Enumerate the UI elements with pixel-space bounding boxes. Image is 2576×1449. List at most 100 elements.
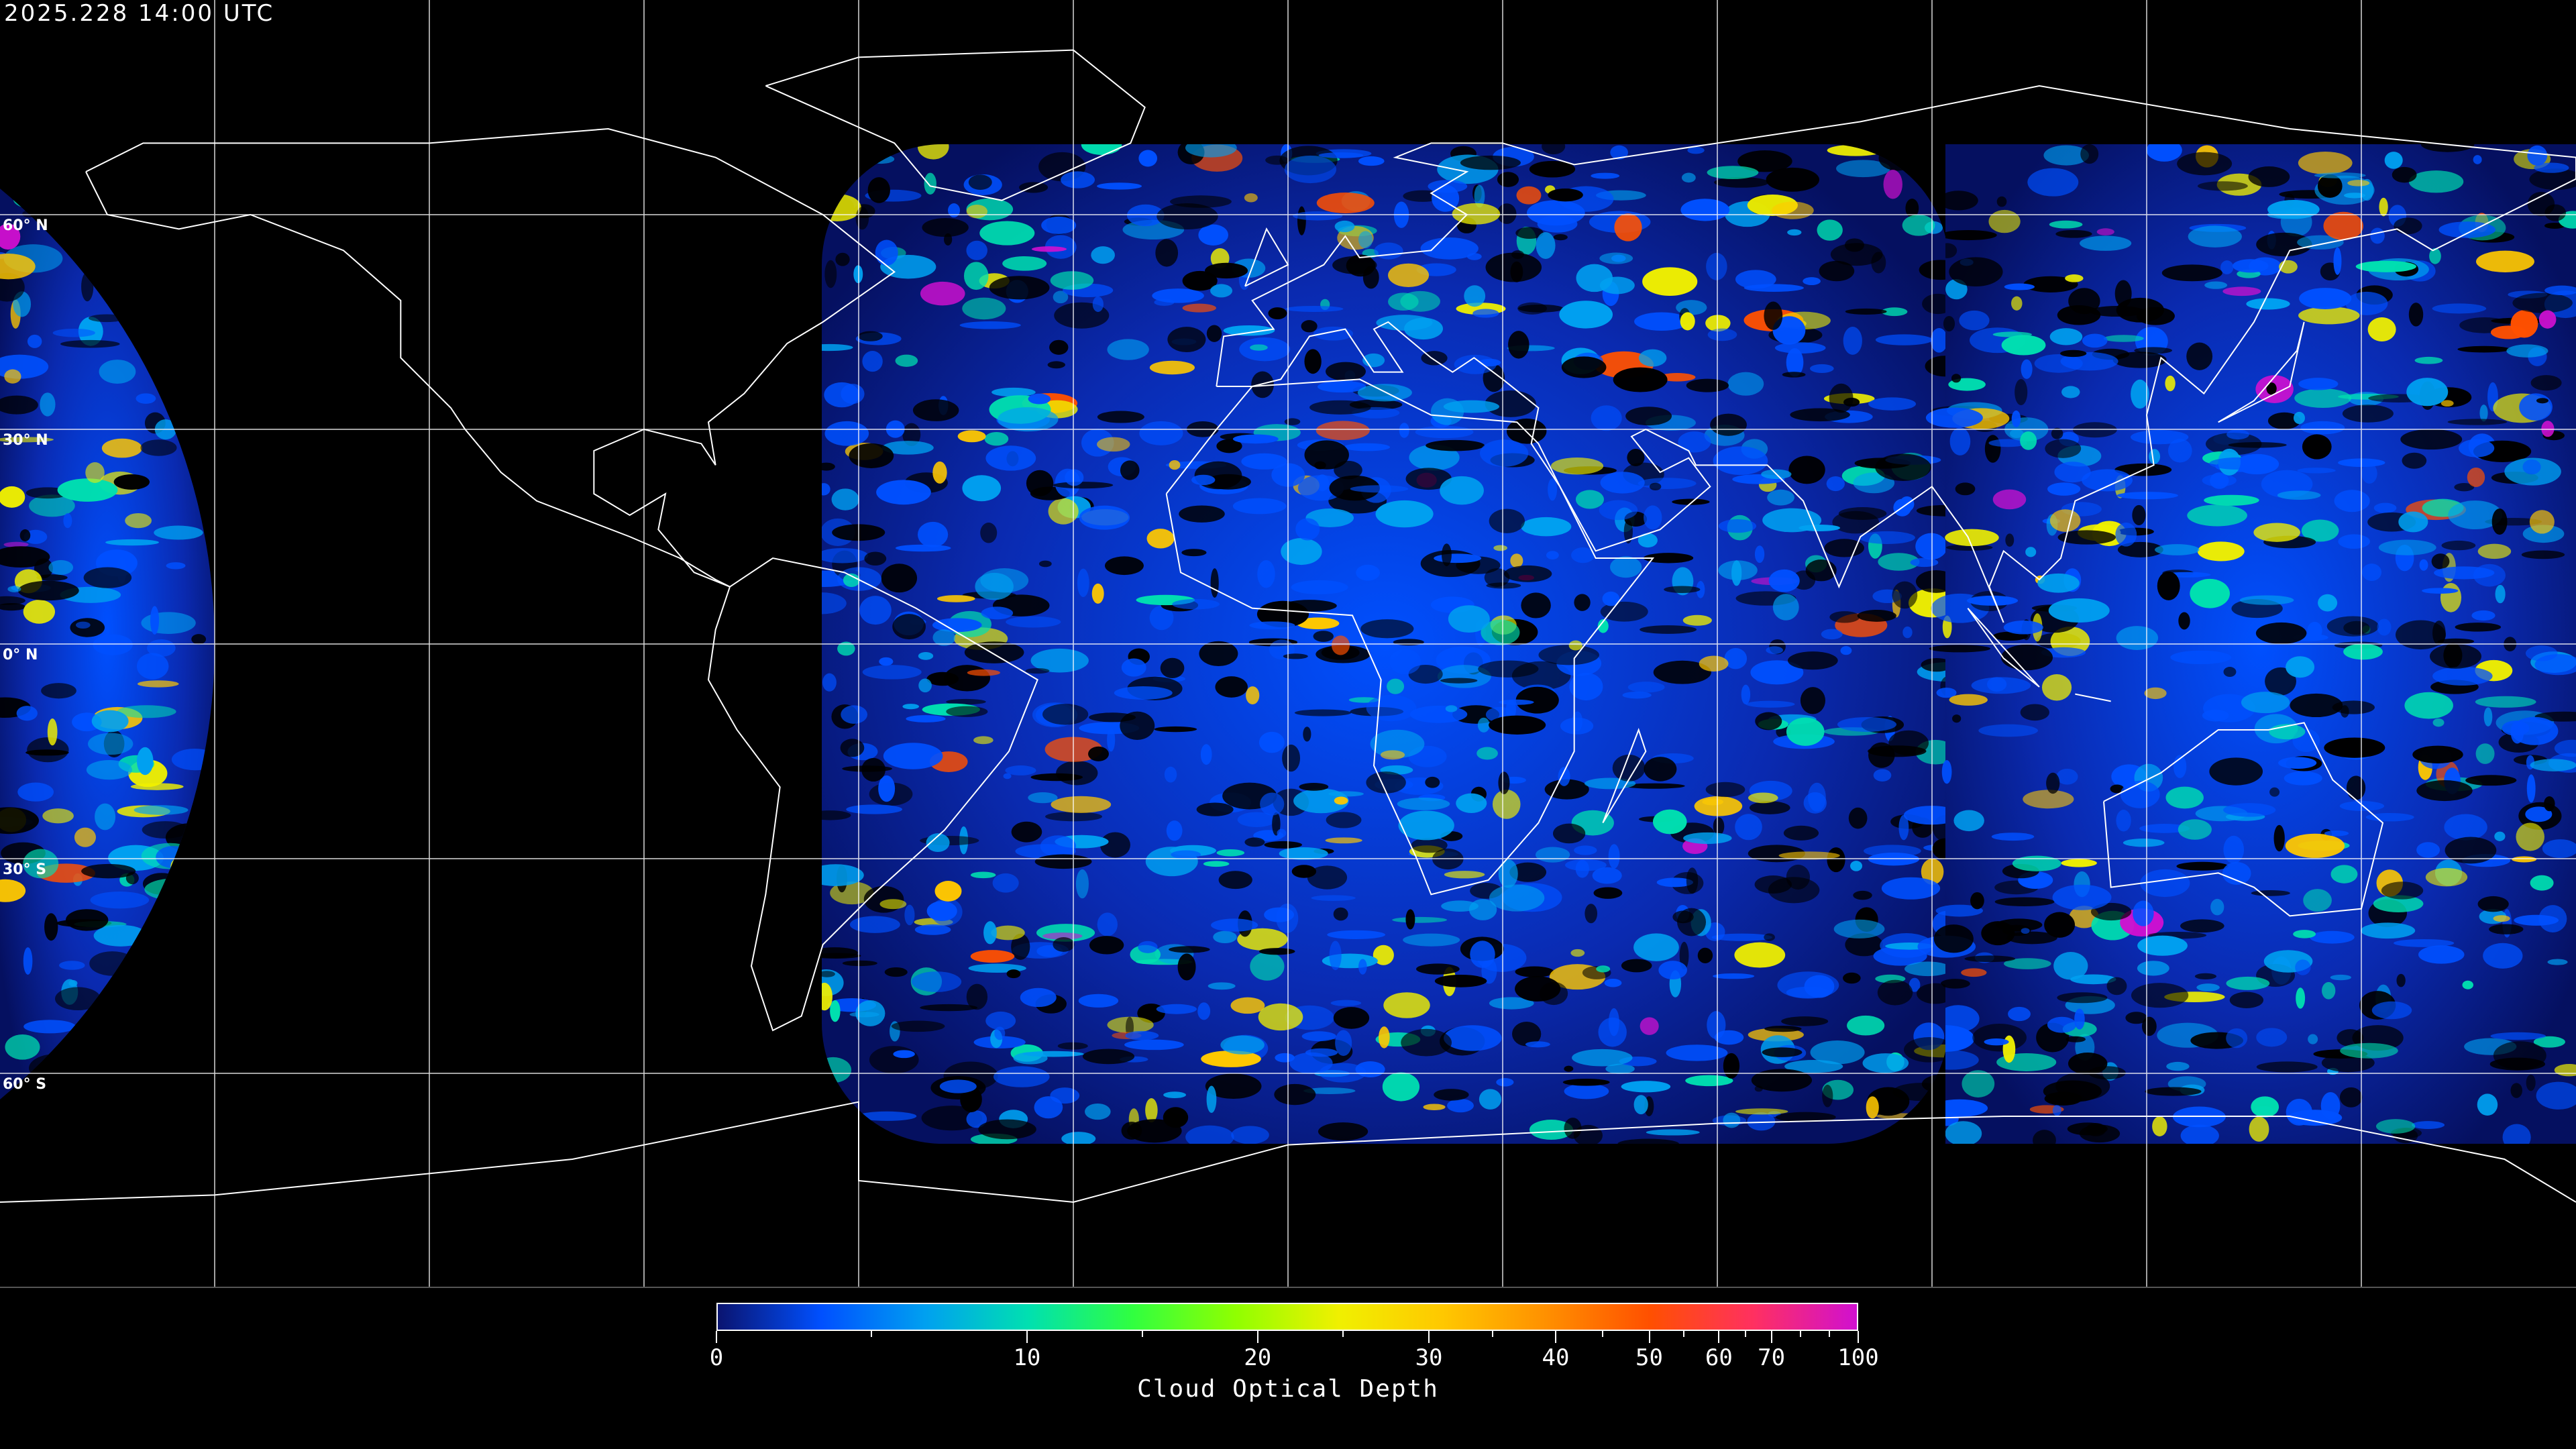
cloud-patch [1405, 468, 1452, 490]
cloud-patch [1638, 533, 1658, 548]
cloud-patch [138, 131, 175, 138]
cloud-patch [23, 849, 59, 879]
coastline [765, 49, 1146, 201]
cloud-patch [1845, 933, 1883, 957]
cloud-patch [34, 140, 54, 147]
cloud-patch [2284, 771, 2322, 786]
cloud-patch [0, 486, 25, 508]
cloud-patch [1694, 796, 1743, 816]
cloud-patch [29, 494, 75, 517]
coverage-region [822, 144, 1949, 1144]
cloud-patch [1718, 519, 1757, 533]
cloud-patch [1847, 1015, 1885, 1036]
cloud-patch [1392, 916, 1448, 923]
cloud-patch [2479, 405, 2488, 422]
cloud-patch [2023, 276, 2078, 292]
cloud-patch [2394, 217, 2422, 235]
cloud-patch [1486, 582, 1521, 589]
cloud-patch [2222, 861, 2251, 885]
cloud-patch [2139, 824, 2190, 833]
cloud-patch [2297, 468, 2336, 474]
cloud-patch [918, 652, 934, 660]
cloud-patch [17, 580, 79, 601]
cloud-patch [824, 260, 837, 288]
colorbar-minor-tick [1744, 1331, 1746, 1337]
cloud-patch [1526, 200, 1585, 226]
cloud-patch [1727, 372, 1764, 396]
cloud-patch [1434, 553, 1482, 564]
cloud-patch [1572, 1049, 1633, 1067]
cloud-patch [2239, 595, 2294, 605]
cloud-patch [1241, 453, 1287, 470]
cloud-patch [1297, 206, 1306, 235]
cloud-patch [1274, 1083, 1316, 1106]
cloud-patch [1097, 182, 1142, 190]
cloud-patch [2493, 915, 2510, 922]
cloud-patch [81, 863, 136, 879]
cloud-patch [1764, 933, 1775, 941]
cloud-patch [1705, 782, 1746, 798]
cloud-patch [2341, 705, 2349, 718]
cloud-patch [1735, 814, 1762, 841]
cloud-patch [822, 172, 846, 187]
cloud-patch [1538, 645, 1599, 665]
cloud-patch [1041, 216, 1077, 234]
cloud-patch [1803, 277, 1821, 286]
cloud-patch [1875, 334, 1933, 345]
cloud-patch [2049, 220, 2083, 229]
cloud-patch [822, 982, 833, 1011]
cloud-patch [1167, 327, 1206, 353]
cloud-patch [2161, 264, 2222, 282]
cloud-patch [2053, 952, 2088, 980]
cloud-patch [2529, 168, 2576, 191]
cloud-patch [2544, 204, 2567, 221]
cloud-patch [1079, 505, 1130, 530]
cloud-patch [1553, 234, 1568, 241]
cloud-patch [2533, 1036, 2565, 1048]
cloud-patch [156, 1039, 214, 1046]
cloud-patch [48, 559, 74, 575]
cloud-patch [1031, 246, 1067, 252]
cloud-patch [2120, 780, 2160, 808]
cloud-patch [991, 387, 1036, 397]
cloud-patch [1644, 757, 1677, 782]
cloud-patch [1512, 1022, 1542, 1046]
cloud-patch [1984, 435, 2001, 463]
cloud-patch [1149, 605, 1174, 631]
cloud-patch [2197, 541, 2245, 561]
cloud-patch [1304, 349, 1322, 374]
cloud-patch [1358, 231, 1373, 249]
colorbar-tick-label: 70 [1758, 1344, 1786, 1371]
cloud-patch [2345, 291, 2388, 315]
cloud-patch [74, 827, 96, 847]
cloud-patch [1448, 605, 1490, 633]
cloud-patch [2070, 974, 2116, 985]
cloud-patch [1085, 1103, 1111, 1120]
cloud-patch [2317, 174, 2343, 198]
cloud-patch [1713, 973, 1755, 979]
cloud-patch [822, 462, 835, 471]
cloud-patch [1735, 1108, 1788, 1115]
cloud-patch [1223, 325, 1275, 336]
cloud-patch [1822, 1084, 1833, 1108]
cloud-patch [93, 924, 148, 947]
cloud-patch [1282, 744, 1301, 772]
colorbar-major-tick [716, 1331, 717, 1343]
cloud-patch [1211, 918, 1258, 932]
cloud-patch [830, 1137, 875, 1144]
cloud-patch [1710, 413, 1747, 436]
cloud-patch [985, 445, 1036, 471]
cloud-patch [1617, 1138, 1679, 1144]
cloud-patch [2210, 472, 2229, 489]
cloud-patch [962, 297, 1006, 320]
cloud-patch [1840, 646, 1852, 655]
cloud-patch [2047, 1016, 2077, 1033]
cloud-patch [2379, 197, 2388, 217]
cloud-patch [932, 618, 982, 633]
cloud-patch [822, 971, 835, 977]
cloud-patch [2538, 310, 2557, 329]
cloud-patch [1382, 1072, 1420, 1102]
cloud-patch [2176, 861, 2229, 871]
cloud-patch [1181, 549, 1207, 557]
cloud-patch [1819, 260, 1855, 282]
